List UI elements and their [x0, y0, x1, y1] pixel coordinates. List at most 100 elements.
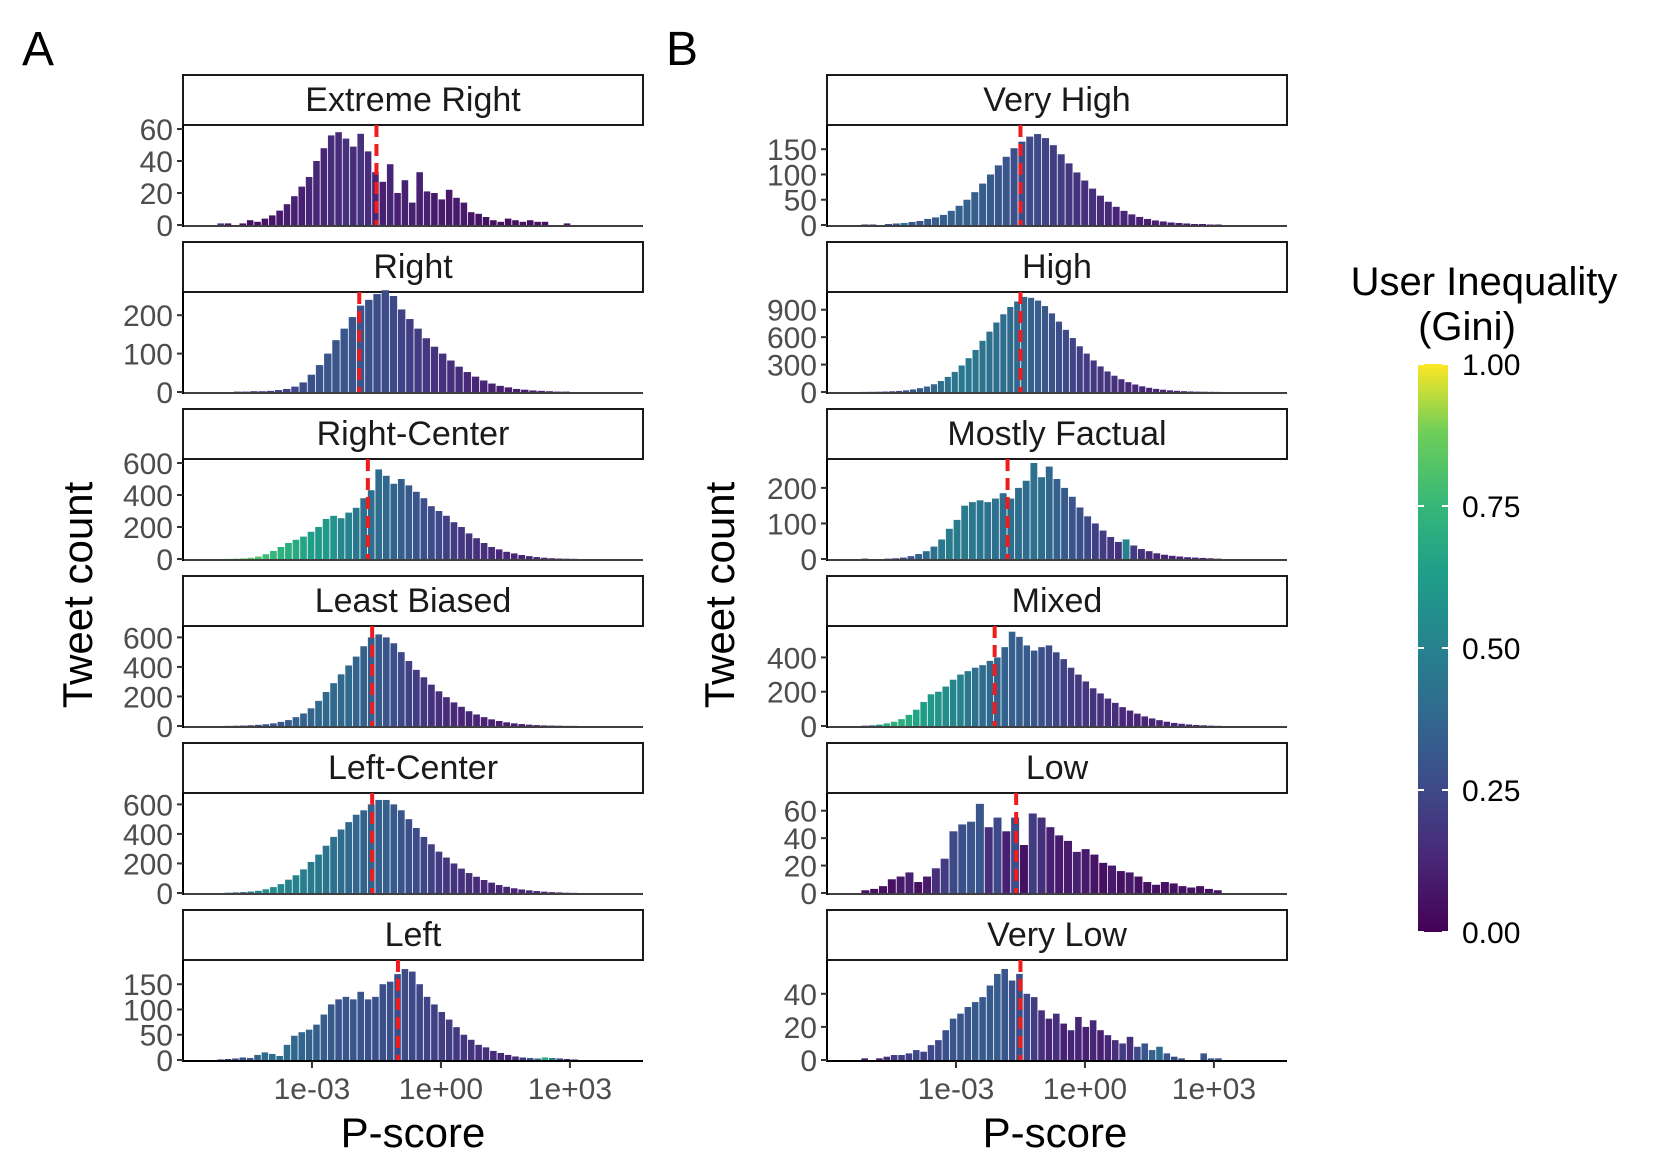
histogram-bar: [255, 724, 262, 726]
histogram-bar: [1076, 346, 1083, 392]
histogram-bar: [979, 183, 987, 225]
histogram-bar: [1119, 707, 1126, 726]
histogram-bar: [337, 518, 345, 559]
histogram-bar: [443, 515, 450, 559]
histogram-bar: [1023, 993, 1031, 1060]
histogram-bar: [397, 479, 405, 559]
histogram-bar: [525, 890, 533, 893]
x-tick-label: 1e-03: [918, 1073, 995, 1106]
histogram-bar: [299, 382, 307, 392]
histogram-bar: [1141, 716, 1149, 726]
histogram-bar: [1082, 1026, 1090, 1060]
y-tick-label: 0: [156, 1045, 173, 1078]
histogram-bar: [1159, 221, 1167, 225]
histogram-bar: [896, 876, 905, 893]
histogram-bar: [356, 305, 365, 392]
histogram-bar: [276, 1055, 283, 1060]
histogram-bar: [972, 349, 979, 392]
histogram-bar: [352, 507, 360, 559]
histogram-bar: [406, 319, 414, 392]
histogram-bar: [994, 165, 1002, 225]
histogram-bar: [453, 1027, 460, 1060]
histogram-bar: [1002, 156, 1010, 225]
facet-strip-label: Extreme Right: [305, 81, 521, 119]
y-tick-label: 900: [767, 295, 817, 328]
histogram-bar: [261, 1052, 269, 1060]
histogram-bar: [1034, 134, 1042, 225]
histogram-bar: [488, 719, 495, 726]
histogram-bar: [270, 551, 277, 559]
histogram-bar: [1148, 718, 1156, 726]
histogram-bar: [473, 538, 480, 559]
histogram-bar: [1145, 551, 1153, 559]
histogram-bar: [1200, 725, 1207, 726]
facet-strip: [826, 575, 1288, 627]
histogram-bar: [285, 543, 292, 559]
histogram-bar: [993, 322, 1000, 392]
x-tick-label: 1e+03: [1172, 1073, 1256, 1106]
histogram-bar: [482, 1047, 490, 1060]
histogram-bar: [467, 1039, 475, 1060]
histogram-bar: [443, 697, 450, 726]
histogram-bar: [1213, 890, 1222, 893]
histogram-bar: [1136, 216, 1144, 225]
histogram-bar: [861, 224, 869, 225]
histogram-bar: [1104, 1035, 1112, 1060]
histogram-bar: [453, 197, 460, 225]
histogram-bar: [1073, 172, 1081, 225]
histogram-bar: [450, 702, 458, 726]
histogram-bar: [887, 879, 896, 893]
facet-strip-label: Left-Center: [328, 749, 498, 787]
facet-strip: [826, 408, 1288, 460]
histogram-bar: [1104, 201, 1112, 225]
histogram-bar: [916, 220, 924, 225]
histogram-bar: [890, 1055, 898, 1060]
histogram-bar: [905, 872, 914, 893]
histogram-bar: [1061, 487, 1069, 559]
histogram-bar: [1169, 883, 1178, 893]
facet-strip: [826, 742, 1288, 794]
histogram-bar: [1016, 636, 1023, 726]
histogram-bar: [438, 1012, 446, 1060]
histogram-bar: [217, 1059, 224, 1060]
histogram-bar: [1045, 466, 1053, 559]
histogram-bar: [372, 172, 379, 225]
y-tick-label: 0: [800, 1045, 817, 1078]
histogram-bar: [367, 804, 375, 893]
histogram-bar: [435, 851, 443, 893]
histogram-bar: [1108, 865, 1117, 893]
histogram-bar: [342, 138, 350, 225]
histogram-bar: [246, 1057, 254, 1060]
histogram-bar: [519, 1057, 527, 1060]
x-axis-title-a: P-score: [341, 1109, 486, 1156]
histogram-bar: [1021, 296, 1028, 392]
histogram-bar: [1067, 667, 1075, 726]
histogram-bar: [1069, 338, 1076, 392]
histogram-bar: [1001, 647, 1008, 726]
histogram-bar: [935, 1040, 942, 1060]
histogram-bar: [414, 328, 422, 392]
histogram-bar: [445, 1019, 453, 1060]
histogram-bar: [247, 557, 255, 559]
y-tick-label: 40: [140, 146, 173, 179]
histogram-bar: [1153, 553, 1161, 559]
histogram-bar: [892, 558, 900, 559]
histogram-bar: [1180, 391, 1187, 392]
histogram-bar: [537, 390, 545, 392]
histogram-bar: [876, 724, 883, 726]
histogram-bar: [949, 679, 957, 726]
histogram-bar: [1008, 631, 1016, 726]
histogram-bar: [413, 828, 420, 893]
histogram-bar: [431, 1004, 438, 1060]
histogram-bar: [342, 996, 350, 1060]
histogram-bar: [1198, 223, 1207, 225]
histogram-bar: [320, 1014, 328, 1060]
histogram-bar: [445, 189, 453, 225]
histogram-bar: [1075, 1016, 1082, 1060]
histogram-bar: [521, 389, 529, 392]
y-tick-label: 0: [800, 377, 817, 410]
y-tick-label: 40: [784, 823, 817, 856]
histogram-bar: [255, 890, 262, 893]
